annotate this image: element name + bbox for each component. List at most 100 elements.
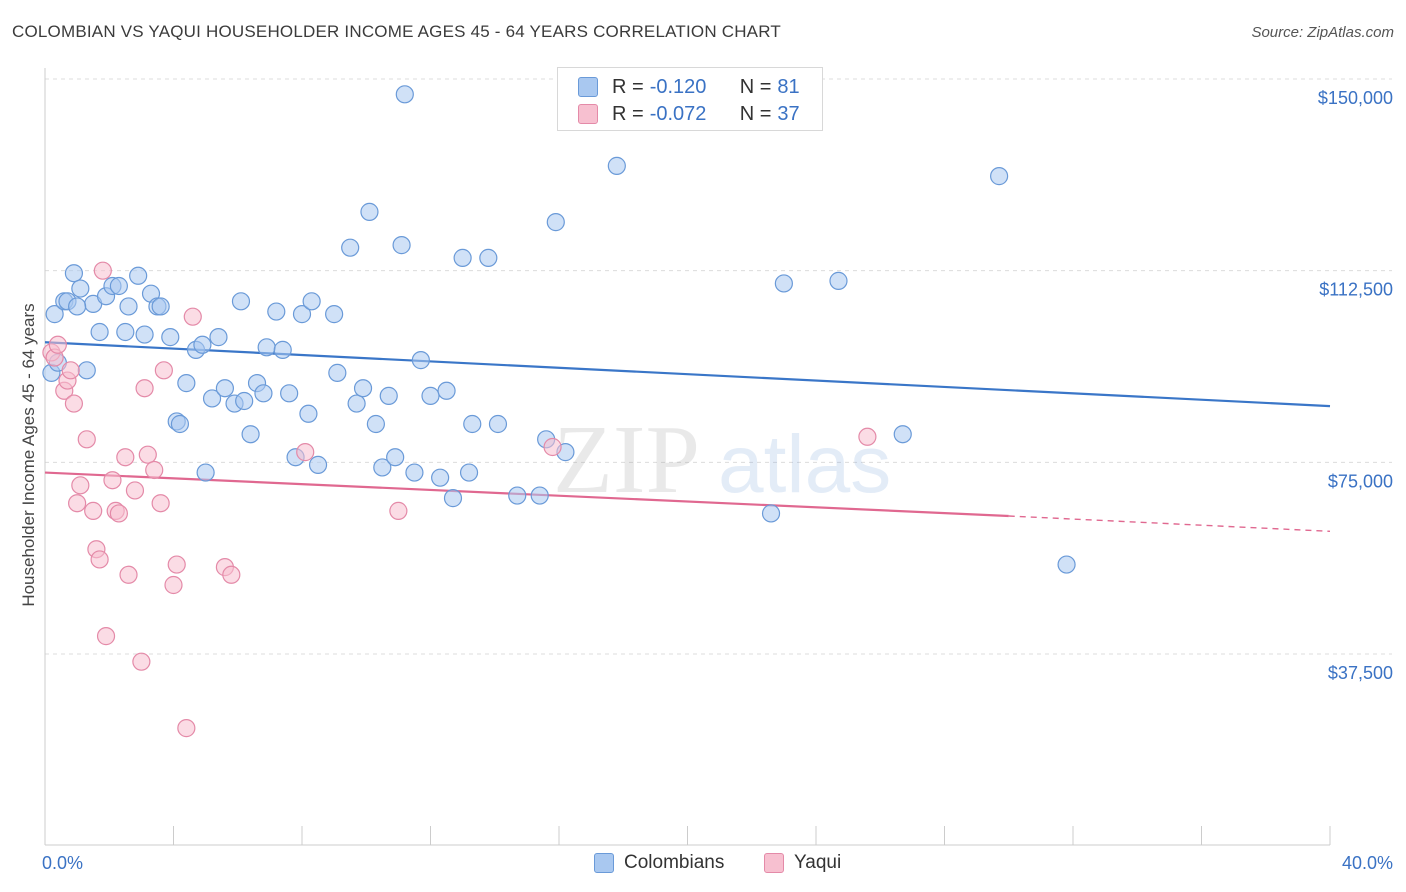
colombian-point bbox=[231, 292, 251, 311]
yaqui-point bbox=[132, 652, 151, 671]
data-points bbox=[42, 85, 1076, 738]
colombian-point bbox=[405, 463, 424, 482]
source-label: Source: ZipAtlas.com bbox=[1251, 24, 1394, 41]
colombian-point bbox=[431, 468, 450, 487]
yaqui-point bbox=[167, 555, 186, 574]
y-tick-label: $150,000 bbox=[1318, 88, 1393, 108]
axes-layer: $37,500 $75,000 $112,500 $150,000 0.0% 40.0% bbox=[42, 68, 1393, 873]
colombian-point bbox=[292, 305, 312, 324]
colombian-point bbox=[479, 248, 498, 267]
legend-row-colombians: R = -0.120 N = 81 bbox=[578, 74, 800, 100]
yaqui-point bbox=[543, 437, 562, 457]
colombian-point bbox=[280, 384, 299, 403]
yaqui-point bbox=[109, 504, 128, 523]
legend-label-yaqui: Yaqui bbox=[794, 852, 842, 873]
n-value: 37 bbox=[777, 102, 800, 125]
yaqui-point bbox=[296, 443, 315, 462]
yaqui-point bbox=[71, 476, 90, 495]
colombian-point bbox=[347, 394, 366, 413]
colombian-point bbox=[1057, 555, 1076, 574]
yaqui-point bbox=[119, 565, 138, 584]
colombian-point bbox=[45, 305, 64, 324]
legend-item-colombians[interactable]: Colombians bbox=[594, 852, 724, 874]
yaqui-point bbox=[389, 501, 408, 520]
yaqui-point bbox=[48, 335, 67, 354]
yaqui-point bbox=[61, 361, 80, 380]
y-tick-label: $75,000 bbox=[1328, 471, 1393, 491]
colombian-point bbox=[202, 389, 222, 408]
colombian-point bbox=[257, 338, 276, 357]
colombian-point bbox=[161, 328, 180, 347]
colombian-point bbox=[463, 414, 482, 434]
colombian-point bbox=[308, 455, 328, 474]
chart-title: COLOMBIAN VS YAQUI HOUSEHOLDER INCOME AG… bbox=[12, 22, 781, 41]
r-label: R = bbox=[612, 102, 644, 125]
yaqui-point bbox=[145, 460, 164, 480]
colombian-point bbox=[299, 404, 318, 423]
n-label: N = bbox=[739, 102, 772, 125]
yaqui-point bbox=[222, 565, 241, 584]
yaqui-point bbox=[116, 448, 135, 467]
colombian-point bbox=[119, 297, 138, 316]
yaqui-point bbox=[177, 719, 196, 738]
colombian-point bbox=[453, 248, 472, 267]
colombian-point bbox=[177, 374, 196, 393]
legend-label-colombians: Colombians bbox=[624, 852, 725, 873]
y-axis-label: Householder Income Ages 45 - 64 years bbox=[19, 303, 38, 606]
colombian-point bbox=[109, 276, 128, 296]
colombian-point bbox=[392, 236, 411, 255]
legend-swatch-yaqui bbox=[764, 853, 784, 873]
colombian-point bbox=[68, 297, 87, 316]
colombian-point bbox=[273, 340, 292, 359]
colombian-point bbox=[170, 414, 190, 434]
colombian-point bbox=[437, 381, 456, 400]
yaqui-point bbox=[68, 494, 87, 513]
legend-swatch-yaqui bbox=[578, 104, 598, 124]
colombian-point bbox=[196, 463, 215, 482]
colombian-point bbox=[135, 325, 154, 344]
correlation-legend: R = -0.120 N = 81 R = -0.072 N = 37 bbox=[557, 67, 823, 131]
legend-swatch-colombians bbox=[578, 77, 598, 97]
colombian-point bbox=[373, 458, 392, 477]
yaqui-trend-extension bbox=[1008, 515, 1331, 533]
colombian-point bbox=[411, 351, 430, 370]
colombian-point bbox=[488, 414, 508, 434]
yaqui-point bbox=[183, 307, 202, 326]
yaqui-point bbox=[90, 550, 109, 569]
colombian-point bbox=[193, 335, 212, 354]
colombian-point bbox=[546, 213, 565, 232]
colombian-point bbox=[151, 297, 170, 316]
r-value: -0.072 bbox=[649, 102, 707, 125]
x-tick-label-min: 0.0% bbox=[42, 853, 83, 873]
colombian-point bbox=[77, 361, 96, 380]
colombian-point bbox=[267, 302, 286, 321]
r-label: R = bbox=[612, 75, 644, 98]
colombian-point bbox=[64, 264, 84, 283]
colombian-point bbox=[379, 386, 398, 405]
legend-swatch-colombians bbox=[594, 853, 614, 873]
legend-row-yaqui: R = -0.072 N = 37 bbox=[578, 101, 800, 127]
colombian-point bbox=[241, 425, 260, 444]
colombian-point bbox=[443, 489, 463, 508]
colombian-point bbox=[325, 305, 344, 324]
colombian-point bbox=[366, 414, 385, 434]
y-tick-label: $37,500 bbox=[1328, 663, 1393, 683]
colombian-point bbox=[71, 279, 90, 298]
n-value: 81 bbox=[777, 75, 800, 98]
colombian-point bbox=[386, 448, 405, 467]
series-legend: Colombians Yaqui bbox=[0, 852, 1406, 878]
r-value: -0.120 bbox=[649, 75, 707, 98]
colombian-point bbox=[302, 292, 321, 311]
yaqui-point bbox=[151, 494, 170, 513]
colombian-point bbox=[990, 167, 1009, 186]
colombian-point bbox=[129, 266, 148, 285]
x-tick-label-max: 40.0% bbox=[1342, 853, 1393, 873]
yaqui-point bbox=[154, 361, 173, 380]
colombian-point bbox=[829, 271, 848, 290]
yaqui-point bbox=[64, 394, 84, 413]
colombian-point bbox=[761, 504, 781, 523]
y-tick-label: $112,500 bbox=[1319, 280, 1393, 300]
legend-item-yaqui[interactable]: Yaqui bbox=[764, 852, 841, 874]
colombian-point bbox=[215, 379, 234, 398]
